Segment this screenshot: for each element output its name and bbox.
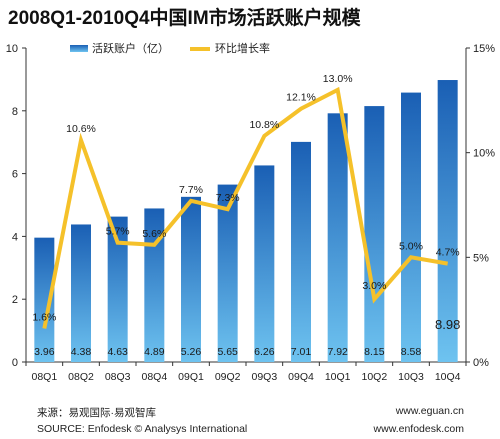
x-tick-label: 08Q1 [31, 371, 57, 383]
point-label: 10.8% [249, 119, 279, 131]
point-label: 5.6% [142, 228, 166, 240]
x-tick-label: 08Q2 [68, 371, 94, 383]
bar [107, 216, 128, 362]
x-tick-label: 09Q2 [215, 371, 241, 383]
chart-title: 2008Q1-2010Q4中国IM市场活跃账户规模 [8, 8, 361, 29]
x-tick-label: 08Q3 [105, 371, 131, 383]
source-cn: 来源：易观国际·易观智库 [37, 407, 156, 419]
legend-label-line: 环比增长率 [215, 41, 270, 55]
y-right-tick-label: 0% [473, 357, 489, 369]
bar [181, 196, 201, 362]
x-tick-label: 09Q1 [178, 371, 204, 383]
bar-value-label: 8.15 [364, 346, 385, 358]
y-left-tick-label: 4 [12, 231, 18, 243]
url-eguan: www.eguan.cn [395, 405, 464, 417]
bar-value-label: 4.89 [144, 346, 165, 358]
x-tick-label: 10Q4 [435, 371, 461, 383]
bar-line-chart: 0 2 4 6 8 10 0% 5% 10% 15% 08Q1 08Q2 08Q3 08Q4 09Q1 09Q… [6, 41, 495, 383]
y-left-tick-label: 0 [12, 357, 18, 369]
y-left-tick-label: 2 [12, 294, 18, 306]
bar [34, 237, 55, 362]
bar [71, 224, 91, 362]
bar-value-label: 8.58 [401, 346, 422, 358]
y-right-tick-label: 10% [473, 148, 495, 160]
bar-value-label: 4.38 [71, 346, 92, 358]
point-label: 5.7% [106, 226, 130, 238]
url-enfodesk: www.enfodesk.com [373, 423, 464, 435]
bar-value-label: 6.26 [254, 346, 275, 358]
point-label: 10.6% [66, 123, 96, 135]
bar-value-label: 7.92 [327, 346, 348, 358]
bar-value-label: 7.01 [291, 346, 312, 358]
point-label: 5.0% [399, 240, 423, 252]
x-tick-label: 08Q4 [141, 371, 167, 383]
bar-value-label: 4.63 [107, 346, 128, 358]
bar-value-label: 3.96 [34, 346, 55, 358]
point-label: 1.6% [32, 312, 56, 324]
point-label: 3.0% [362, 280, 386, 292]
point-label: 13.0% [323, 73, 353, 85]
bar [217, 184, 238, 362]
growth-line [42, 86, 449, 329]
x-tick-label: 09Q4 [288, 371, 314, 383]
x-tick-label: 10Q1 [325, 371, 351, 383]
bar [291, 141, 311, 362]
bar-value-label: 5.65 [217, 346, 238, 358]
y-right-tick-label: 5% [473, 252, 489, 264]
point-label: 7.3% [216, 192, 240, 204]
bar-value-label: 8.98 [435, 317, 460, 332]
legend-swatch-bar [70, 45, 88, 52]
bar [401, 92, 421, 362]
bar [364, 106, 385, 362]
source-en: SOURCE: Enfodesk © Analysys Internationa… [37, 423, 248, 435]
x-tick-label: 10Q2 [361, 371, 387, 383]
bar [144, 208, 165, 362]
point-label: 12.1% [286, 92, 316, 104]
y-left-tick-label: 10 [6, 43, 18, 55]
y-left-tick-label: 6 [12, 169, 18, 181]
bar [254, 165, 275, 362]
point-label: 4.7% [436, 247, 460, 259]
x-tick-label: 09Q3 [251, 371, 277, 383]
y-left-tick-label: 8 [12, 106, 18, 118]
bar-value-label: 5.26 [181, 346, 202, 358]
legend-label-bar: 活跃账户（亿） [92, 41, 169, 55]
bar [437, 80, 458, 362]
x-tick-label: 10Q3 [398, 371, 424, 383]
bar [327, 113, 348, 362]
y-right-tick-label: 15% [473, 43, 495, 55]
footer: 来源：易观国际·易观智库 SOURCE: Enfodesk © Analysys… [0, 402, 500, 439]
point-label: 7.7% [179, 184, 203, 196]
